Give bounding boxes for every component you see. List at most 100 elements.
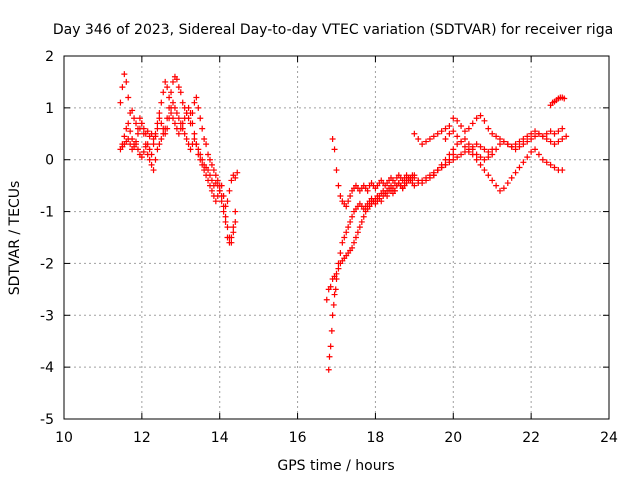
data-point [156,110,163,117]
data-point [224,198,231,205]
data-point [551,164,558,171]
data-point [461,135,468,142]
data-point [551,141,558,148]
data-point [150,167,157,174]
data-point [343,229,350,236]
data-point [125,135,132,142]
data-point [442,125,449,132]
data-point [547,161,554,168]
data-point [123,125,130,132]
data-point [532,128,539,135]
data-point [222,218,229,225]
data-point [450,128,457,135]
y-tick-label: -5 [40,412,54,428]
data-point [423,174,430,181]
chart-title: Day 346 of 2023, Sidereal Day-to-day VTE… [53,22,613,38]
data-point [138,120,145,127]
data-point [164,84,171,91]
data-point [158,135,165,142]
data-point [349,213,356,220]
data-point [228,177,235,184]
data-point [121,133,128,140]
data-point [191,135,198,142]
data-point [197,151,204,158]
data-point [333,275,340,282]
data-point [160,89,167,96]
data-point [563,133,570,140]
data-point [446,159,453,166]
data-point [162,78,169,85]
data-point [187,146,194,153]
data-point [465,125,472,132]
data-point [360,213,367,220]
data-point [520,135,527,142]
data-point [170,99,176,106]
data-point [148,151,155,158]
data-point [181,130,188,137]
data-point [500,138,507,145]
data-point [358,218,365,225]
data-point [150,141,157,148]
data-point [543,135,550,142]
data-point [458,123,465,130]
y-axis-label: SDTVAR / TECUs [7,181,23,296]
x-axis-label: GPS time / hours [277,458,394,474]
data-point [212,172,219,179]
data-point [450,156,457,163]
series-arc-3 [117,99,239,246]
data-point [539,156,546,163]
data-point [337,193,344,200]
data-point [195,146,202,153]
data-point [166,115,173,122]
data-point [477,161,484,168]
data-point [327,283,334,290]
data-point [144,141,151,148]
data-point [179,125,186,132]
data-point [177,120,184,127]
y-tick-label: -2 [40,256,54,272]
data-point [181,115,188,122]
y-tick-label: 2 [45,49,54,65]
data-point [423,138,430,145]
data-point [351,239,358,246]
data-point [555,138,562,145]
y-tick-label: 0 [45,153,54,169]
data-point [512,169,519,176]
data-point [177,89,184,96]
data-point [327,343,334,350]
data-point [140,148,147,155]
data-point [391,187,398,194]
series-arc-8 [442,128,566,194]
data-point [528,148,535,155]
data-point [343,203,350,210]
data-point [179,99,186,106]
data-point [477,154,484,161]
data-point [516,143,523,150]
data-point [146,156,153,163]
x-tick-labels: 10 12 14 16 18 20 22 24 [55,430,618,446]
data-point [426,135,433,142]
data-point [354,229,361,236]
data-point [524,133,531,140]
y-tick-labels: 2 1 0 -1 -2 -3 -4 -5 [40,49,54,428]
data-point [352,234,359,241]
data-point [123,78,130,85]
data-point [222,213,229,220]
data-point [337,250,344,257]
data-point [158,120,165,127]
data-point [461,143,468,150]
x-tick-label: 24 [600,430,618,446]
data-point [512,146,519,153]
data-point [171,104,178,111]
data-point [374,198,381,205]
data-point [454,117,461,124]
data-point [125,120,132,127]
series-arc-7 [411,112,570,153]
data-point [199,125,206,132]
data-point [206,172,213,179]
data-point [561,95,568,102]
data-point [133,120,140,127]
data-point [133,141,140,148]
data-point [328,327,335,334]
